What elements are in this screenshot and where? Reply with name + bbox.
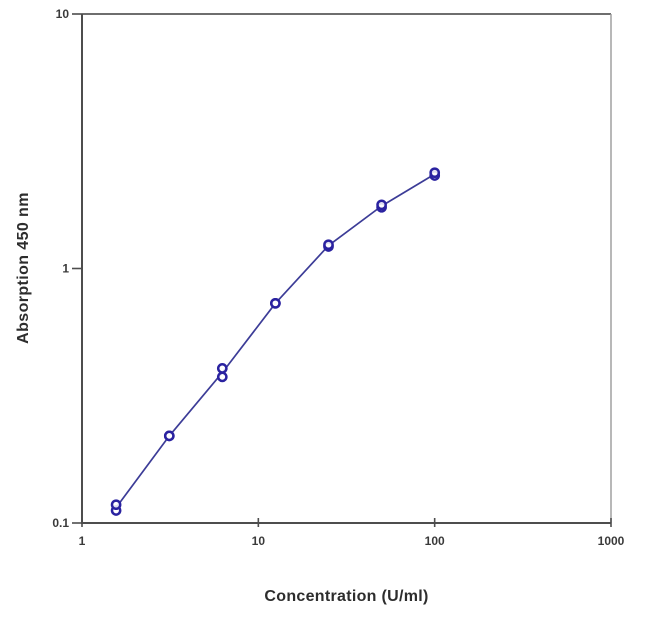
x-tick-label: 1000 (598, 534, 625, 548)
x-axis-title: Concentration (U/ml) (264, 588, 429, 605)
data-point-marker (376, 199, 387, 211)
data-point-marker (429, 167, 441, 179)
x-tick-label: 1 (79, 534, 86, 548)
data-point-marker (270, 297, 281, 309)
y-tick-label: 10 (56, 7, 70, 21)
y-tick-label: 0.1 (52, 516, 69, 530)
data-point-marker (216, 363, 228, 374)
data-point-marker (163, 430, 175, 442)
data-point-marker (110, 499, 122, 511)
data-point-marker (323, 239, 334, 251)
y-axis-title: Absorption 450 nm (15, 192, 32, 344)
y-tick-label: 1 (62, 262, 69, 276)
curve-line (115, 173, 436, 509)
data-point-marker (216, 371, 228, 383)
x-tick-label: 100 (425, 534, 445, 548)
x-tick-label: 10 (252, 534, 266, 548)
